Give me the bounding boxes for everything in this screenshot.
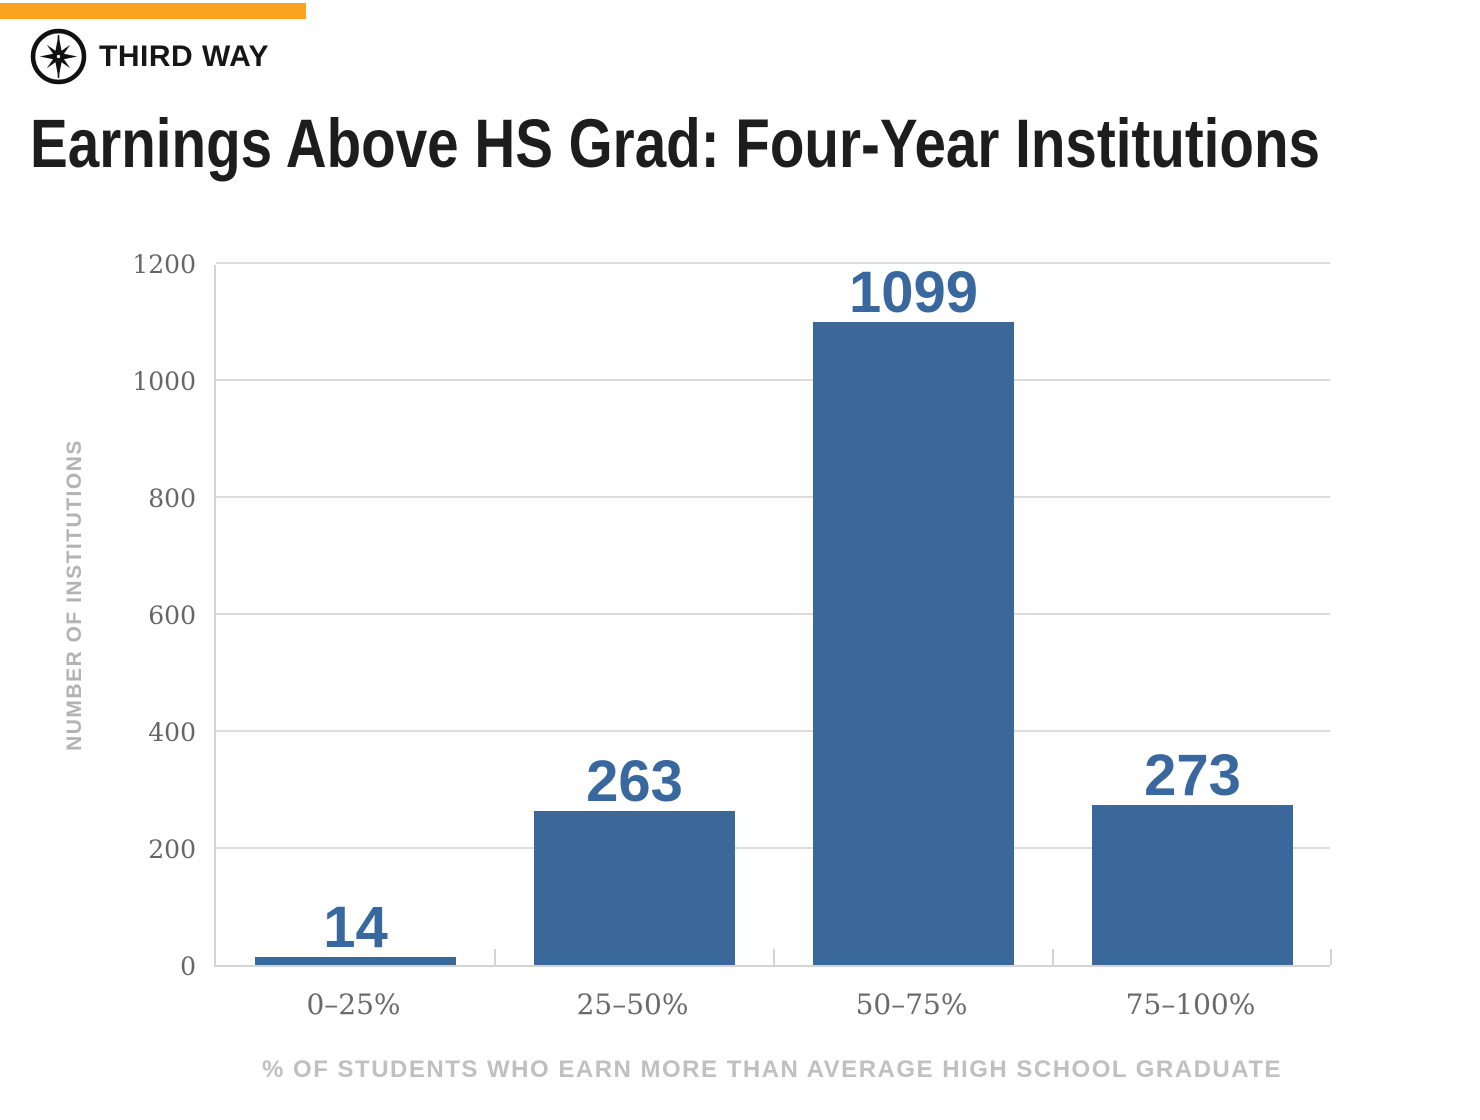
bar-75–100% [1092, 805, 1293, 965]
logo-text: THIRD WAY [99, 39, 270, 73]
y-tick-label: 600 [148, 601, 196, 630]
x-axis-tick [494, 949, 496, 965]
gridline-1200 [216, 262, 1330, 264]
gridline-200 [216, 847, 1330, 849]
gridline-800 [216, 496, 1330, 498]
x-axis-title: % OF STUDENTS WHO EARN MORE THAN AVERAGE… [262, 1056, 1282, 1083]
third-way-logo: THIRD WAY [30, 28, 269, 85]
bar-value-label: 273 [1144, 743, 1241, 809]
x-axis-tick [1330, 949, 1332, 965]
bar-value-label: 14 [323, 894, 388, 960]
y-tick-label: 200 [148, 835, 196, 864]
y-tick-label: 400 [148, 718, 196, 747]
page-title: Earnings Above HS Grad: Four-Year Instit… [30, 105, 1320, 182]
x-axis-tick [773, 949, 775, 965]
x-tick-label: 0–25% [306, 988, 401, 1021]
bar-25–50% [534, 811, 735, 965]
y-axis-tick-labels: 0 200 400 600 800 1000 1200 [60, 251, 196, 981]
x-tick-label: 75–100% [1125, 988, 1256, 1021]
compass-icon [30, 28, 87, 85]
bar-value-label: 1099 [848, 260, 979, 325]
gridline-600 [216, 613, 1330, 615]
accent-bar [0, 3, 306, 19]
y-tick-label: 1200 [132, 250, 196, 279]
y-tick-label: 800 [148, 484, 196, 513]
y-tick-label: 0 [180, 952, 196, 981]
bar-value-label: 263 [586, 749, 683, 815]
bar-chart-plot-area: 14 263 1099 273 [214, 260, 1332, 967]
gridline-1000 [216, 379, 1330, 381]
y-tick-label: 1000 [132, 367, 196, 396]
x-tick-label: 50–75% [855, 988, 968, 1021]
x-tick-label: 25–50% [576, 988, 689, 1021]
gridline-400 [216, 730, 1330, 732]
x-axis-tick [1052, 949, 1054, 965]
bar-50–75% [813, 322, 1014, 965]
x-axis-tick-labels: 0–25% 25–50% 50–75% 75–100% [214, 988, 1330, 1028]
bar-0–25% [255, 956, 456, 965]
